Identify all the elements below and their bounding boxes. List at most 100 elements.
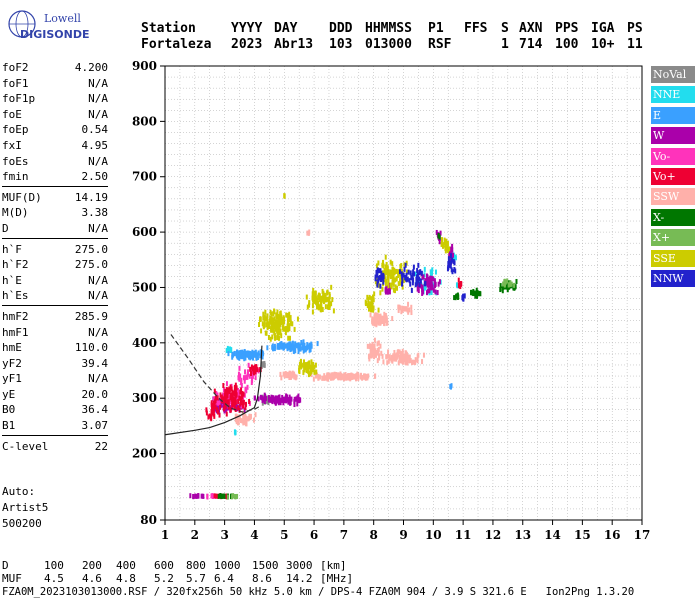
param-value: N/A [88, 92, 108, 106]
echo-point [438, 239, 441, 245]
echo-point [298, 367, 301, 373]
echo-point [370, 345, 373, 351]
x-tick-label: 9 [399, 528, 407, 542]
echo-point [206, 493, 209, 499]
param-name: yF1 [2, 372, 22, 386]
series-nnw [374, 253, 466, 302]
echo-point [216, 395, 219, 401]
param-separator [2, 185, 108, 190]
param-name: yE [2, 387, 16, 401]
header-value-7: 714 [519, 37, 543, 52]
echo-point [317, 293, 320, 299]
echo-point [239, 373, 242, 379]
echo-point [376, 319, 379, 325]
echo-point [418, 270, 421, 276]
param-value: 4.200 [74, 61, 108, 74]
echo-point [249, 366, 252, 372]
echo-point [283, 193, 286, 199]
echo-point [384, 254, 387, 260]
echo-point [499, 283, 502, 289]
echo-point [430, 275, 433, 281]
echo-point [279, 318, 282, 324]
echo-point [192, 493, 195, 499]
echo-point [253, 395, 256, 401]
echo-point [472, 290, 475, 296]
echo-point [401, 359, 404, 365]
param-value: 3.38 [81, 206, 109, 220]
echo-point [287, 335, 290, 341]
echo-point [250, 364, 253, 370]
echo-point [232, 493, 235, 499]
echo-point [244, 404, 247, 410]
echo-point [412, 264, 415, 270]
echo-point [320, 305, 323, 311]
echo-point [445, 238, 448, 244]
echo-point [377, 268, 380, 274]
echo-point [279, 313, 282, 319]
echo-point [285, 326, 288, 332]
echo-point [392, 271, 395, 277]
echo-point [338, 374, 341, 380]
legend-item-nne: NNE [651, 86, 695, 104]
echo-point [202, 493, 205, 499]
echo-point [223, 402, 226, 408]
echo-point [235, 419, 238, 425]
echo-point [282, 397, 285, 403]
echo-point [316, 341, 319, 347]
echo-point [449, 253, 452, 259]
muf-cell-9: [MHz] [320, 572, 354, 585]
echo-point [271, 317, 274, 323]
param-name: foEp [2, 123, 29, 137]
echo-point [317, 375, 320, 381]
echo-point [403, 262, 406, 268]
echo-point [384, 315, 387, 321]
series-ssw [234, 229, 425, 427]
echo-point [215, 493, 218, 499]
echo-point [200, 493, 203, 499]
param-row: hmF2 285.9 [2, 309, 108, 325]
param-value: 3.07 [81, 419, 109, 433]
echo-point [453, 260, 456, 266]
echo-point [274, 399, 277, 405]
echo-point [229, 395, 232, 401]
echo-point [230, 392, 233, 398]
echo-point [410, 310, 413, 316]
echo-point [404, 360, 407, 366]
echo-point [313, 364, 316, 370]
param-name: foE [2, 107, 22, 121]
series-vox [205, 277, 463, 500]
echo-point [379, 268, 382, 274]
echo-point [279, 371, 282, 377]
echo-point [414, 282, 417, 288]
legend-item-nnw: NNW [651, 269, 695, 287]
legend-item-xx: X+ [651, 229, 695, 247]
echo-point [220, 402, 223, 408]
echo-point [408, 278, 411, 284]
echo-point [383, 311, 386, 317]
echo-point [446, 266, 449, 272]
echo-point [262, 322, 265, 328]
echo-point [457, 277, 460, 283]
echo-point [432, 287, 435, 293]
echo-point [355, 373, 358, 379]
echo-point [230, 347, 233, 353]
echo-point [217, 404, 220, 410]
echo-point [260, 328, 263, 334]
echo-point [369, 345, 372, 351]
echo-point [290, 321, 293, 327]
echo-point [376, 350, 379, 356]
echo-point [393, 353, 396, 359]
echo-point [237, 391, 240, 397]
y-tick-label: 700 [132, 170, 157, 184]
echo-point [286, 371, 289, 377]
echo-point [416, 267, 419, 273]
echo-point [286, 394, 289, 400]
echo-point [479, 291, 482, 297]
echo-point [225, 381, 228, 387]
param-separator [2, 304, 108, 309]
echo-point [400, 263, 403, 269]
echo-point [331, 372, 334, 378]
x-tick-label: 13 [514, 528, 531, 542]
echo-point [330, 301, 333, 307]
echo-point [444, 248, 447, 254]
